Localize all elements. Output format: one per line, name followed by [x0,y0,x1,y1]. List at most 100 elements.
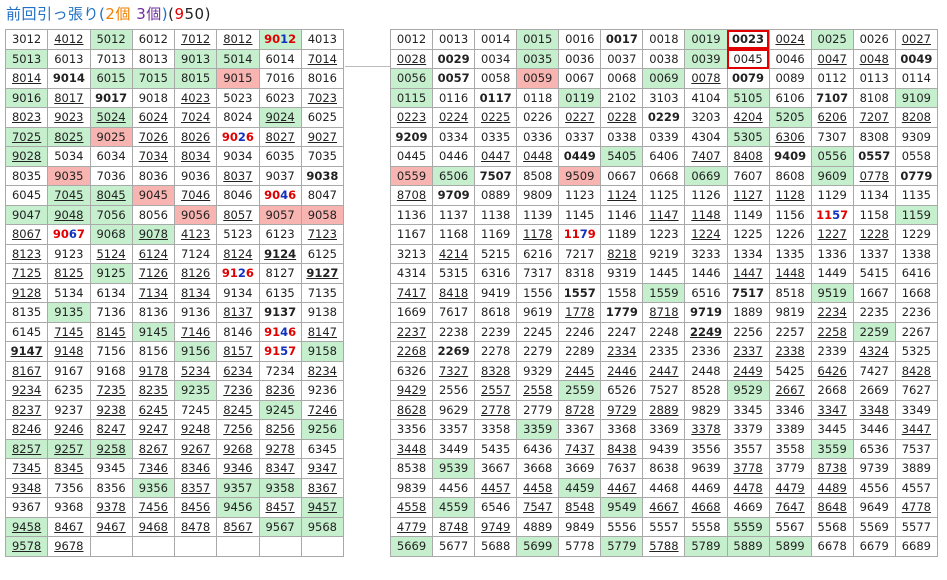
grid-cell[interactable]: 5435 [474,438,518,459]
grid-cell[interactable]: 7135 [300,282,345,303]
grid-cell[interactable]: 8024 [216,107,260,128]
grid-cell[interactable]: 0058 [474,68,518,89]
grid-cell[interactable]: 8718 [642,302,686,323]
grid-cell[interactable]: 9138 [300,302,345,323]
grid-cell[interactable]: 8247 [89,419,133,440]
grid-cell[interactable]: 8508 [516,165,560,186]
grid-cell[interactable]: 2557 [474,380,518,401]
grid-cell[interactable]: 9356 [131,477,176,498]
grid-cell[interactable]: 4557 [894,477,939,498]
grid-cell[interactable]: 9257 [47,438,91,459]
grid-cell[interactable]: 5014 [216,48,260,69]
grid-cell[interactable]: 5234 [173,360,218,381]
grid-cell[interactable]: 8236 [258,380,302,401]
grid-cell[interactable]: 3203 [684,107,728,128]
grid-cell[interactable]: 1228 [852,224,896,245]
grid-cell[interactable]: 8308 [852,126,896,147]
grid-cell[interactable]: 8708 [389,185,434,206]
grid-cell[interactable]: 0017 [600,29,644,50]
grid-cell[interactable]: 0225 [474,107,518,128]
grid-cell[interactable]: 0015 [516,29,560,50]
grid-cell[interactable]: 8047 [300,185,345,206]
grid-cell[interactable]: 7517 [726,282,770,303]
grid-cell[interactable]: 1123 [558,185,602,206]
grid-cell[interactable]: 8538 [389,458,434,479]
grid-cell[interactable]: 9346 [216,458,260,479]
grid-cell[interactable]: 4304 [684,126,728,147]
grid-cell[interactable]: 1778 [558,302,602,323]
grid-cell[interactable]: 7012 [173,29,218,50]
grid-cell[interactable]: 0668 [642,165,686,186]
grid-cell[interactable]: 2449 [726,360,770,381]
grid-cell[interactable]: 6345 [300,438,345,459]
grid-cell[interactable]: 2248 [642,321,686,342]
grid-cell[interactable]: 0056 [389,68,434,89]
grid-cell[interactable]: 0068 [600,68,644,89]
grid-cell[interactable]: 9017 [89,87,133,108]
grid-cell[interactable]: 8345 [47,458,91,479]
grid-cell[interactable]: 1168 [432,224,476,245]
grid-cell[interactable]: 0038 [642,48,686,69]
grid-cell[interactable]: 3347 [810,399,854,420]
grid-cell[interactable]: 3379 [726,419,770,440]
grid-cell[interactable]: 2246 [558,321,602,342]
grid-cell[interactable]: 7647 [768,497,812,518]
grid-cell[interactable]: 2257 [768,321,812,342]
grid-cell[interactable]: 7547 [516,497,560,518]
grid-cell[interactable]: 9809 [516,185,560,206]
grid-cell[interactable]: 6516 [684,282,728,303]
grid-cell[interactable]: 8628 [389,399,434,420]
grid-cell[interactable]: 8318 [558,263,602,284]
grid-cell[interactable]: 0023 [726,29,770,50]
grid-cell[interactable]: 3389 [768,419,812,440]
grid-cell[interactable]: 9126 [216,263,260,284]
grid-cell[interactable]: 6123 [258,224,302,245]
grid-cell[interactable]: 9156 [173,341,218,362]
grid-cell[interactable]: 8036 [131,165,176,186]
grid-cell[interactable]: 5205 [768,107,812,128]
grid-cell[interactable]: 2667 [768,380,812,401]
grid-cell[interactable]: 9056 [173,204,218,225]
grid-cell[interactable]: 0226 [516,107,560,128]
grid-cell[interactable]: 4467 [600,477,644,498]
grid-cell[interactable]: 0889 [474,185,518,206]
grid-cell[interactable]: 2779 [516,399,560,420]
grid-cell[interactable]: 3669 [558,458,602,479]
grid-cell[interactable]: 0335 [474,126,518,147]
grid-cell[interactable]: 9456 [216,497,260,518]
grid-cell[interactable]: 6013 [47,48,91,69]
grid-cell[interactable]: 7246 [300,399,345,420]
grid-cell[interactable]: 0048 [852,48,896,69]
grid-cell[interactable]: 9236 [300,380,345,401]
grid-cell[interactable]: 0047 [810,48,854,69]
grid-cell[interactable]: 3449 [432,438,476,459]
grid-cell[interactable]: 9567 [258,516,302,537]
grid-cell[interactable]: 2778 [474,399,518,420]
grid-cell[interactable]: 9023 [47,107,91,128]
grid-cell[interactable]: 5023 [216,87,260,108]
grid-cell[interactable]: 0558 [894,146,939,167]
grid-cell[interactable]: 5315 [432,263,476,284]
grid-cell[interactable]: 0059 [516,68,560,89]
grid-cell[interactable]: 1126 [684,185,728,206]
grid-cell[interactable]: 1178 [516,224,560,245]
grid-cell[interactable]: 9038 [300,165,345,186]
grid-cell[interactable]: 8208 [894,107,939,128]
grid-cell[interactable]: 2335 [642,341,686,362]
grid-cell[interactable]: 8218 [600,243,644,264]
grid-cell[interactable]: 1157 [810,204,854,225]
grid-cell[interactable]: 7627 [894,380,939,401]
grid-cell[interactable]: 9649 [852,497,896,518]
grid-cell[interactable]: 7145 [47,321,91,342]
grid-cell[interactable]: 8548 [558,497,602,518]
grid-cell[interactable]: 5568 [810,516,854,537]
grid-cell[interactable]: 9147 [4,341,49,362]
grid-cell[interactable]: 0448 [516,146,560,167]
grid-cell[interactable]: 8135 [4,302,49,323]
grid-cell[interactable]: 0334 [432,126,476,147]
grid-cell[interactable]: 9609 [810,165,854,186]
grid-cell[interactable]: 9258 [89,438,133,459]
grid-cell[interactable]: 8608 [768,165,812,186]
grid-cell[interactable]: 0036 [558,48,602,69]
grid-cell[interactable]: 6506 [432,165,476,186]
